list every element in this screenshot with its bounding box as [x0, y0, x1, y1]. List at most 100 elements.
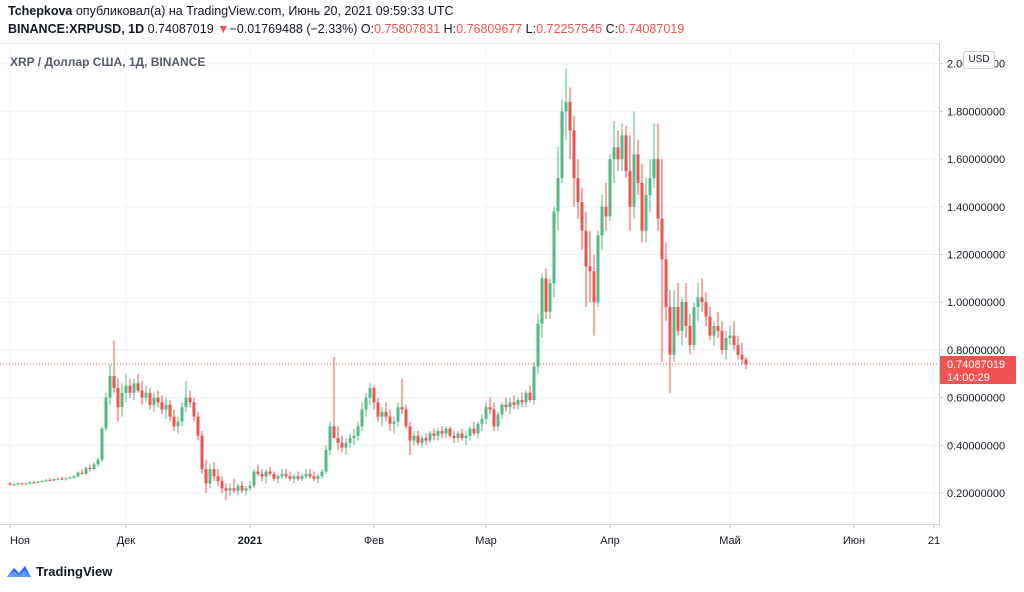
- down-arrow-icon: ▼: [217, 22, 230, 36]
- low-label: L:: [525, 22, 537, 36]
- candle-down: [196, 416, 200, 436]
- candle-down: [404, 409, 408, 427]
- chart-pane[interactable]: [0, 43, 940, 525]
- candle-down: [568, 101, 572, 131]
- candle-down: [80, 472, 84, 474]
- x-tick-label: Дек: [117, 535, 136, 547]
- candle-up: [228, 488, 232, 491]
- price-change: −0.01769488 (−2.33%): [229, 22, 358, 36]
- candle-down: [740, 354, 744, 360]
- candle-up: [164, 404, 168, 410]
- candle-down: [684, 302, 688, 327]
- candle-up: [680, 302, 684, 331]
- candle-down: [460, 433, 464, 439]
- candle-down: [628, 171, 632, 207]
- candle-up: [468, 428, 472, 436]
- candle-up: [40, 481, 44, 483]
- candle-down: [256, 471, 260, 474]
- candle-down: [656, 159, 660, 219]
- candle-up: [392, 421, 396, 424]
- candle-up: [348, 438, 352, 443]
- candle-up: [344, 442, 348, 448]
- candle-up: [244, 488, 248, 491]
- currency-badge[interactable]: USD: [963, 51, 995, 69]
- candle-up: [276, 476, 280, 479]
- author-name[interactable]: Tchepkova: [8, 4, 73, 18]
- countdown-label: 14:00:29: [947, 372, 990, 384]
- candle-up: [692, 306, 696, 346]
- candle-up: [380, 411, 384, 417]
- candle-down: [660, 218, 664, 260]
- candle-up: [124, 385, 128, 393]
- candle-down: [744, 359, 748, 365]
- candle-down: [268, 471, 272, 474]
- y-tick-label: 0.20000000: [947, 488, 1005, 500]
- candle-down: [624, 135, 628, 172]
- candle-down: [376, 402, 380, 417]
- publish-info: Tchepkova опубликовал(а) на TradingView.…: [8, 4, 454, 18]
- candle-down: [636, 154, 640, 183]
- candle-down: [160, 402, 164, 410]
- candle-down: [716, 326, 720, 331]
- candle-up: [108, 376, 112, 398]
- candle-up: [328, 426, 332, 451]
- publish-text: опубликовал(а) на TradingView.com, Июнь …: [72, 4, 454, 18]
- candle-up: [176, 421, 180, 427]
- candle-up: [72, 476, 76, 478]
- high-label: H:: [443, 22, 457, 36]
- y-tick-label: 1.20000000: [947, 250, 1005, 262]
- candle-up: [248, 485, 252, 489]
- candle-up: [368, 388, 372, 398]
- candle-down: [604, 206, 608, 217]
- candle-down: [240, 485, 244, 491]
- candle-up: [16, 483, 20, 485]
- candle-down: [704, 302, 708, 317]
- candle-down: [188, 397, 192, 403]
- candle-up: [120, 392, 124, 408]
- candle-down: [48, 479, 52, 481]
- candle-down: [664, 259, 668, 307]
- candle-up: [632, 154, 636, 207]
- candle-up: [292, 476, 296, 479]
- candle-down: [204, 469, 208, 484]
- candle-up: [324, 450, 328, 472]
- candle-up: [728, 335, 732, 338]
- candle-up: [476, 423, 480, 434]
- candle-up: [596, 235, 600, 303]
- candle-down: [384, 411, 388, 417]
- candle-up: [436, 430, 440, 436]
- candle-up: [548, 283, 552, 312]
- candle-down: [200, 435, 204, 470]
- candle-up: [144, 392, 148, 398]
- y-tick-label: 1.00000000: [947, 297, 1005, 309]
- candle-down: [284, 473, 288, 477]
- candle-down: [492, 409, 496, 427]
- candle-down: [520, 399, 524, 403]
- x-tick-label: Фев: [364, 535, 384, 547]
- candle-down: [408, 426, 412, 441]
- candle-down: [32, 482, 36, 484]
- candle-up: [24, 483, 28, 485]
- candle-up: [496, 414, 500, 427]
- candle-down: [172, 416, 176, 427]
- candle-down: [440, 430, 444, 434]
- close-value: 0.74087019: [618, 22, 685, 36]
- candle-up: [484, 407, 488, 420]
- candle-down: [332, 426, 336, 439]
- candle-up: [64, 478, 68, 480]
- candle-up: [300, 476, 304, 479]
- candle-down: [128, 385, 132, 393]
- close-label: C:: [605, 22, 619, 36]
- candle-down: [640, 182, 644, 231]
- tradingview-logo[interactable]: TradingView: [6, 563, 112, 579]
- candle-up: [712, 326, 716, 336]
- candle-up: [420, 438, 424, 443]
- candle-up: [28, 482, 32, 484]
- candle-down: [488, 407, 492, 410]
- candle-down: [736, 345, 740, 355]
- x-tick-label: Май: [719, 535, 741, 547]
- candle-up: [96, 459, 100, 465]
- candle-down: [732, 335, 736, 346]
- y-tick-label: 0.60000000: [947, 393, 1005, 405]
